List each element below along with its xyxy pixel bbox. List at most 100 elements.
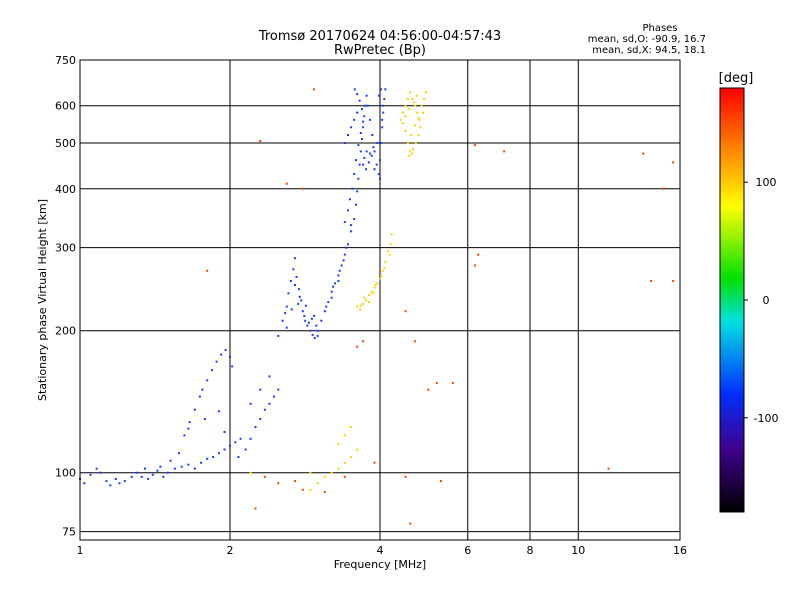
data-point <box>300 299 303 302</box>
data-point <box>413 340 416 343</box>
data-point <box>323 475 326 478</box>
data-point <box>422 97 425 100</box>
data-point <box>473 264 476 267</box>
data-point <box>354 203 357 206</box>
data-point <box>89 473 92 476</box>
data-point <box>147 477 150 480</box>
data-point <box>304 319 307 322</box>
data-point <box>375 163 378 166</box>
data-point <box>356 448 359 451</box>
data-point <box>229 444 231 447</box>
x-tick-label: 8 <box>527 544 534 557</box>
data-point <box>370 290 373 293</box>
data-point <box>420 104 423 107</box>
data-point <box>188 421 191 424</box>
data-point <box>310 317 313 320</box>
data-point <box>293 284 296 287</box>
data-point <box>234 441 237 444</box>
data-point <box>343 434 346 437</box>
data-point <box>244 448 247 451</box>
data-point <box>356 111 359 114</box>
data-point <box>642 152 645 155</box>
data-point <box>301 488 304 491</box>
data-point <box>404 475 407 478</box>
data-point <box>223 448 226 451</box>
data-point <box>249 471 252 474</box>
data-point <box>360 137 363 140</box>
data-point <box>342 259 345 262</box>
legend-line-x: mean, sd,X: 94.5, 18.1 <box>592 45 706 56</box>
data-point <box>376 142 379 145</box>
y-tick-label: 750 <box>55 54 76 67</box>
data-point <box>473 144 476 147</box>
data-point <box>156 469 159 472</box>
data-point <box>293 480 296 483</box>
data-point <box>364 104 367 107</box>
data-point <box>212 455 215 458</box>
data-point <box>365 168 368 171</box>
legend-line-o: mean, sd,O: -90.9, 16.7 <box>588 34 706 45</box>
data-point <box>353 172 356 175</box>
data-point <box>183 434 186 437</box>
data-point <box>404 310 407 313</box>
data-point <box>249 437 252 440</box>
data-point <box>268 402 271 405</box>
data-point <box>206 379 209 382</box>
data-point <box>384 260 387 263</box>
plot-frame <box>79 59 681 541</box>
data-point <box>362 302 365 305</box>
y-tick-label: 200 <box>55 325 76 338</box>
data-point <box>180 465 183 468</box>
data-point <box>370 154 373 157</box>
data-point <box>187 427 190 430</box>
x-tick-label: 2 <box>227 544 234 557</box>
data-point <box>143 467 146 470</box>
data-point <box>369 118 372 121</box>
data-point <box>201 388 204 391</box>
data-point <box>220 353 223 356</box>
data-point <box>359 304 362 307</box>
data-point <box>439 480 442 483</box>
data-point <box>404 115 407 118</box>
data-point <box>381 118 384 121</box>
data-point <box>353 118 356 121</box>
data-point <box>379 159 381 162</box>
data-point <box>358 99 361 102</box>
data-point <box>337 274 340 277</box>
data-point <box>304 304 307 307</box>
data-point <box>316 482 319 485</box>
colorbar: 100 0 -100 <box>719 87 778 513</box>
legend-heading: Phases <box>642 23 677 34</box>
data-point <box>130 475 133 478</box>
data-point <box>307 321 310 324</box>
data-point <box>337 467 340 470</box>
data-point <box>118 482 121 485</box>
data-point <box>425 91 428 94</box>
data-point <box>316 334 319 337</box>
data-point <box>367 161 370 164</box>
data-point <box>419 126 422 129</box>
data-point <box>356 305 359 308</box>
data-point <box>389 243 392 246</box>
data-point <box>373 150 376 153</box>
data-point <box>350 426 353 429</box>
data-point <box>381 269 384 272</box>
data-point <box>223 430 226 433</box>
data-point <box>503 150 506 153</box>
data-point <box>351 187 354 190</box>
data-point <box>343 142 346 145</box>
data-point <box>357 177 360 180</box>
data-point <box>313 314 316 317</box>
data-point <box>313 337 316 340</box>
data-point <box>285 326 288 329</box>
data-point <box>292 268 295 271</box>
data-point <box>162 475 165 478</box>
data-point <box>415 94 418 97</box>
data-point <box>206 457 209 460</box>
y-tick-label: 400 <box>55 183 76 196</box>
data-point <box>259 140 262 143</box>
data-point <box>399 118 402 121</box>
data-point <box>363 296 366 299</box>
data-point <box>451 381 454 384</box>
data-point <box>281 319 284 322</box>
